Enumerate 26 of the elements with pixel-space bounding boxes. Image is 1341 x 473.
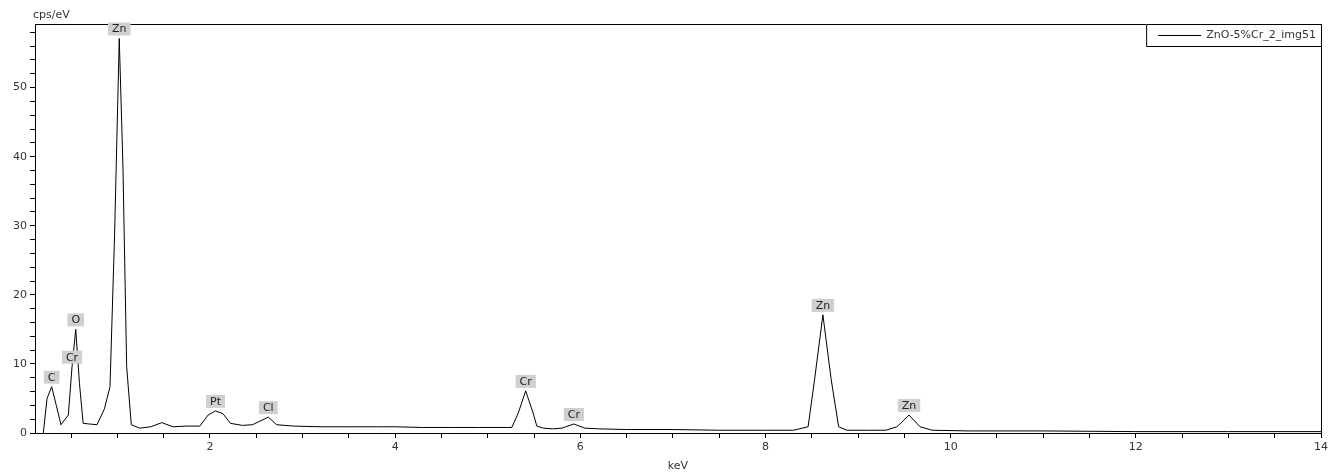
x-tick-label: 14 <box>1314 440 1328 454</box>
annotation: Zn <box>901 398 917 412</box>
x-tick-label: 4 <box>391 440 399 454</box>
x-tick-label: 8 <box>761 440 769 454</box>
y-tick-label: 0 <box>20 425 27 439</box>
x-tick-label: 12 <box>1128 440 1143 454</box>
annotation: Cr <box>519 374 533 388</box>
annotation: Cr <box>65 350 79 364</box>
legend-label: ZnO-5%Cr_2_img51 <box>1206 27 1317 41</box>
y-tick-label: 50 <box>13 80 27 94</box>
annotation: Pt <box>210 394 222 408</box>
y-tick-label: 10 <box>13 356 27 370</box>
annotation: Zn <box>815 298 831 312</box>
x-tick-label: 10 <box>943 440 958 454</box>
x-tick-label: 6 <box>576 440 584 454</box>
annotation: Cl <box>262 400 274 414</box>
x-axis-title: keV <box>667 459 689 473</box>
y-axis-title: cps/eV <box>33 8 71 22</box>
annotation: O <box>71 313 81 327</box>
y-tick-label: 20 <box>13 287 27 301</box>
annotation: C <box>47 370 56 384</box>
x-tick-label: 2 <box>206 440 214 454</box>
y-tick-label: 40 <box>13 149 27 163</box>
annotation: Cr <box>567 407 581 421</box>
y-tick-label: 30 <box>13 218 27 232</box>
annotation: Zn <box>111 22 127 36</box>
